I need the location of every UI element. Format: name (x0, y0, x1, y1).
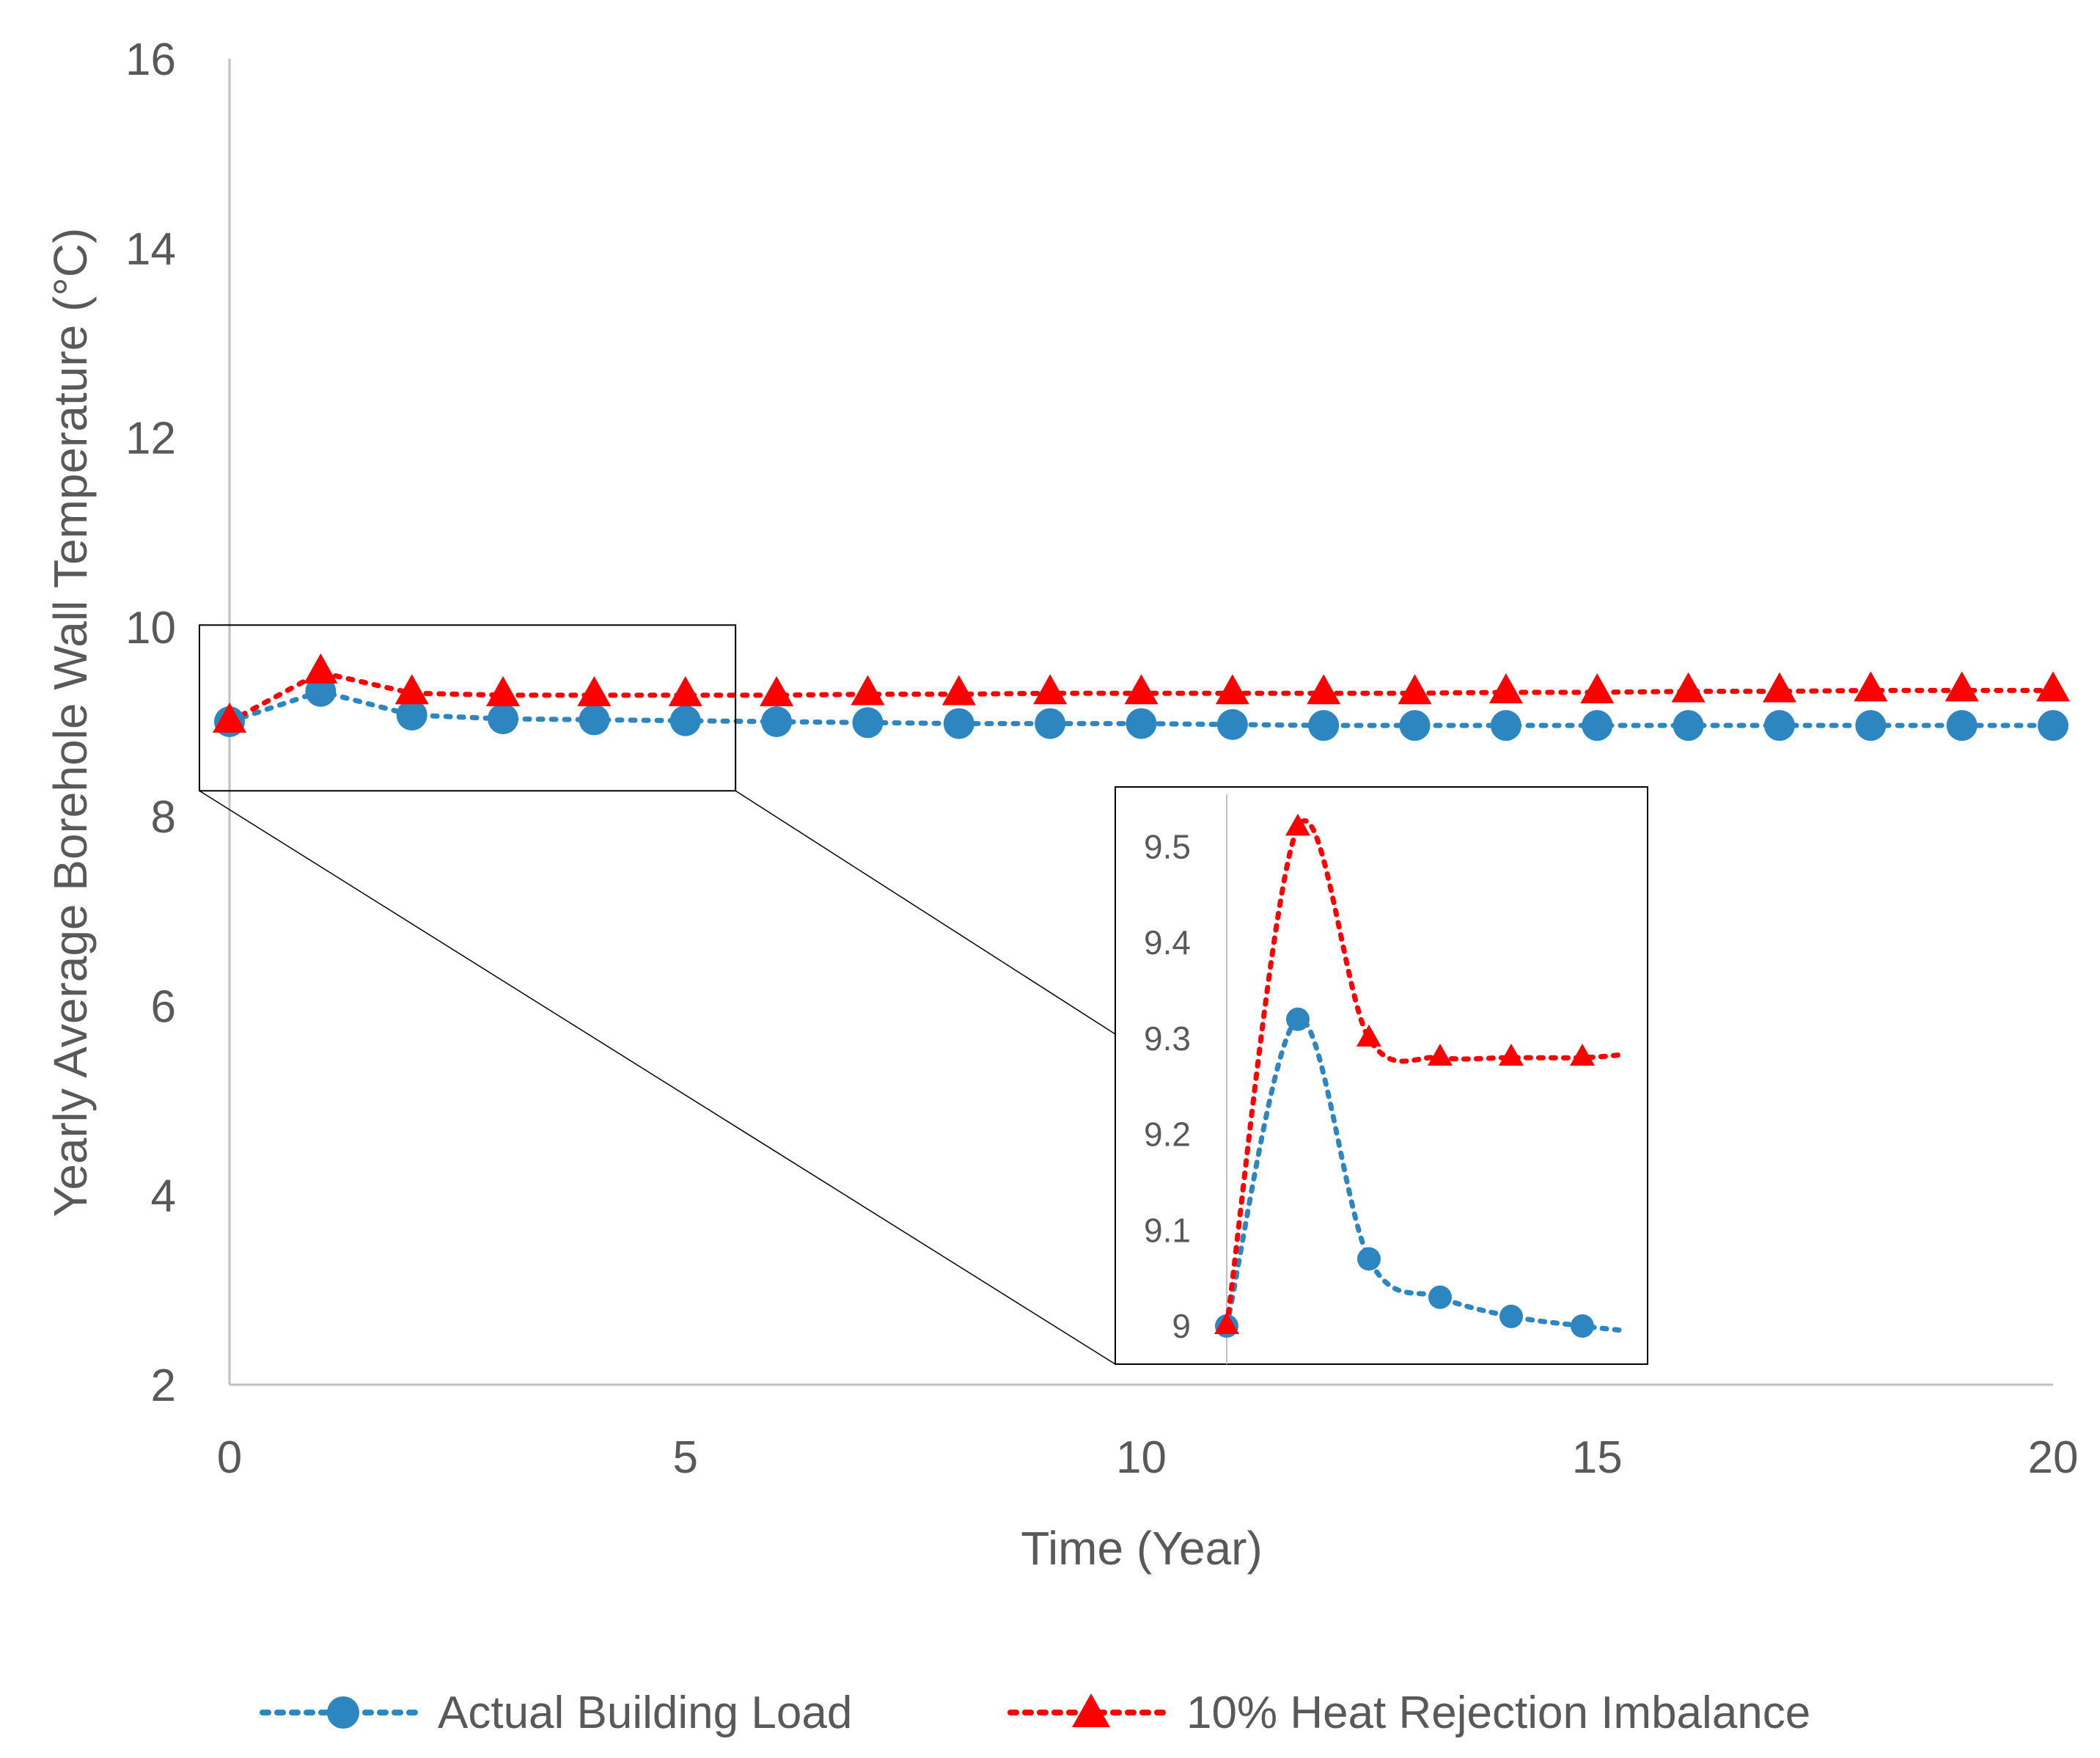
x-tick-labels: 0 5 10 15 20 (217, 1432, 2079, 1483)
data-point-circle (1490, 710, 1521, 741)
x-tick-label: 15 (1572, 1432, 1623, 1483)
x-tick-label: 10 (1116, 1432, 1167, 1483)
data-point-circle (1126, 708, 1157, 739)
zoom-connector-line (199, 790, 1116, 1365)
data-point-triangle (394, 674, 429, 705)
data-point-circle (1035, 708, 1066, 739)
data-point-triangle (1033, 674, 1068, 705)
data-point-triangle (1945, 671, 1979, 702)
data-point-triangle (486, 675, 521, 706)
data-point-circle (761, 706, 793, 737)
inset-data-point-circle (1428, 1285, 1452, 1309)
inset-data-point-triangle (1214, 1312, 1239, 1334)
data-point-triangle (1307, 674, 1341, 705)
data-point-circle (943, 708, 974, 739)
data-point-triangle (1124, 674, 1159, 705)
y-tick-label: 16 (125, 34, 176, 85)
legend-swatch-circle-marker (327, 1696, 359, 1729)
data-point-triangle (941, 675, 976, 706)
inset-y-tick-label: 9.1 (1144, 1211, 1191, 1249)
data-point-triangle (304, 653, 338, 684)
data-point-triangle (1854, 671, 1888, 702)
data-point-triangle (1398, 674, 1432, 705)
data-point-circle (579, 704, 610, 736)
data-point-triangle (851, 675, 885, 706)
data-point-circle (1308, 710, 1340, 741)
legend-label: 10% Heat Rejection Imbalance (1186, 1688, 1810, 1738)
main-series-markers (213, 653, 2070, 741)
inset-data-point-circle (1357, 1247, 1381, 1271)
data-point-circle (2038, 710, 2068, 741)
data-point-triangle (213, 703, 246, 733)
y-tick-label: 8 (151, 792, 176, 843)
data-point-triangle (1580, 673, 1615, 703)
inset-y-tick-label: 9.3 (1144, 1019, 1191, 1058)
data-point-circle (1582, 710, 1613, 741)
zoom-region-box (198, 624, 737, 792)
x-tick-label: 20 (2028, 1432, 2079, 1483)
data-point-circle (852, 707, 884, 739)
inset-data-point-circle (1571, 1314, 1594, 1338)
data-point-triangle (760, 675, 794, 706)
inset-data-point-triangle (1499, 1044, 1524, 1066)
inset-data-point-triangle (1356, 1024, 1381, 1047)
legend-label: Actual Building Load (438, 1688, 852, 1738)
data-point-circle (1855, 710, 1887, 741)
y-tick-label: 4 (151, 1171, 176, 1222)
data-point-circle (1399, 710, 1431, 741)
y-tick-label: 6 (151, 981, 176, 1032)
inset-series-line (1224, 1017, 1626, 1333)
inset-y-tick-label: 9.5 (1144, 828, 1191, 866)
legend-swatch-triangle-marker (1072, 1693, 1110, 1727)
data-point-circle (1763, 710, 1795, 741)
y-tick-label: 2 (151, 1360, 176, 1411)
inset-data-point-circle (1499, 1304, 1523, 1328)
inset-y-tick-labels: 9 9.1 9.2 9.3 9.4 9.5 (1144, 828, 1191, 1346)
legend-item-actual-building-load: Actual Building Load (260, 1688, 852, 1738)
data-point-circle (1216, 708, 1248, 740)
data-point-triangle (1671, 672, 1706, 703)
y-tick-labels: 2 4 6 8 10 12 14 16 (125, 34, 176, 1411)
inset-y-tick-label: 9.4 (1144, 923, 1191, 962)
data-point-circle (396, 699, 427, 730)
inset-data-point-triangle (1428, 1044, 1453, 1066)
inset-data-point-triangle (1285, 813, 1310, 836)
x-axis-title: Time (Year) (1021, 1522, 1263, 1575)
y-axis-title: Yearly Average Borehole Wall Temperature… (44, 228, 97, 1217)
data-point-triangle (577, 675, 612, 706)
data-point-circle (305, 675, 337, 707)
data-point-circle (488, 703, 519, 735)
data-point-triangle (1762, 672, 1796, 703)
data-point-triangle (1488, 673, 1523, 703)
data-point-triangle (668, 675, 702, 706)
data-point-triangle (2036, 671, 2070, 702)
x-tick-label: 0 (217, 1432, 242, 1483)
y-tick-label: 12 (125, 414, 176, 464)
data-point-circle (669, 705, 701, 736)
legend: Actual Building Load 10% Heat Rejection … (260, 1688, 1810, 1738)
zoom-connector-line (735, 790, 1116, 1035)
inset-y-tick-label: 9 (1172, 1307, 1191, 1345)
legend-item-heat-rejection-imbalance: 10% Heat Rejection Imbalance (1007, 1688, 1810, 1738)
data-point-circle (1673, 710, 1704, 741)
inset-frame (1115, 786, 1648, 1365)
y-tick-label: 10 (125, 603, 176, 653)
data-point-circle (1946, 710, 1978, 741)
data-point-triangle (1215, 674, 1249, 705)
x-tick-label: 5 (673, 1432, 698, 1483)
inset-data-point-triangle (1570, 1044, 1595, 1066)
y-tick-label: 14 (125, 224, 176, 274)
inset-series-markers (1214, 813, 1595, 1338)
inset-data-point-circle (1286, 1007, 1310, 1031)
inset-y-tick-label: 9.2 (1144, 1116, 1191, 1154)
